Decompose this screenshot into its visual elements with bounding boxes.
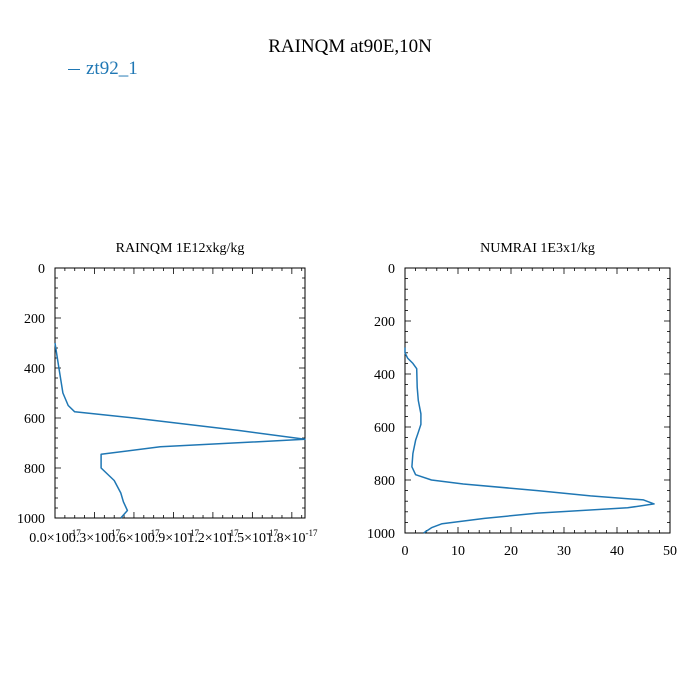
x-tick-label: 0.6×10-17 <box>108 528 160 546</box>
y-tick-label: 0 <box>38 262 45 277</box>
plot-frame <box>404 267 671 534</box>
legend-swatch <box>68 69 80 71</box>
y-tick-label: 600 <box>24 412 45 427</box>
x-tick-label: 0.9×10-17 <box>148 528 200 546</box>
y-tick-label: 800 <box>24 462 45 477</box>
y-tick-label: 600 <box>374 421 395 436</box>
x-tick-label: 20 <box>504 544 518 559</box>
x-tick-label: 1.8×10-17 <box>266 528 318 546</box>
plot-frame <box>54 267 306 519</box>
x-tick-label: 1.2×10-17 <box>187 528 239 546</box>
x-tick-exponent: -17 <box>306 528 318 538</box>
x-tick-label: 30 <box>557 544 571 559</box>
x-tick-exponent: -17 <box>266 528 278 538</box>
x-tick-label: 10 <box>451 544 465 559</box>
panel-title: RAINQM 1E12xkg/kg <box>116 241 245 256</box>
y-tick-label: 200 <box>374 315 395 330</box>
y-tick-label: 400 <box>374 368 395 383</box>
x-tick-label: 40 <box>610 544 624 559</box>
y-tick-label: 800 <box>374 474 395 489</box>
x-tick-label: 0 <box>402 544 409 559</box>
x-tick-exponent: -17 <box>108 528 120 538</box>
x-tick-label: 0.3×10-17 <box>69 528 121 546</box>
y-tick-label: 1000 <box>367 527 395 542</box>
x-tick-label: 0.0×10-17 <box>29 528 81 546</box>
y-tick-label: 200 <box>24 312 45 327</box>
x-tick-label: 1.5×10-17 <box>227 528 279 546</box>
chart-panel-2: NUMRAI 1E3x1/kg 0 200 400 600 800 1000 0 10 20 30 4… <box>367 241 677 559</box>
legend-label: zt92_1 <box>86 58 138 79</box>
main-title: RAINQM at90E,10N <box>268 36 432 57</box>
chart-panel-1: RAINQM 1E12xkg/kg 0 200 400 600 800 10000.0×10… <box>17 241 318 546</box>
x-tick-label: 50 <box>663 544 677 559</box>
panel-title: NUMRAI 1E3x1/kg <box>480 241 595 256</box>
y-tick-label: 0 <box>388 262 395 277</box>
series-line <box>404 347 655 534</box>
legend: zt92_1 <box>68 58 138 80</box>
x-tick-exponent: -17 <box>187 528 199 538</box>
x-tick-exponent: -17 <box>69 528 81 538</box>
x-tick-exponent: -17 <box>148 528 160 538</box>
y-tick-label: 400 <box>24 362 45 377</box>
y-tick-label: 1000 <box>17 512 45 527</box>
series-line <box>54 342 306 519</box>
x-tick-exponent: -17 <box>227 528 239 538</box>
